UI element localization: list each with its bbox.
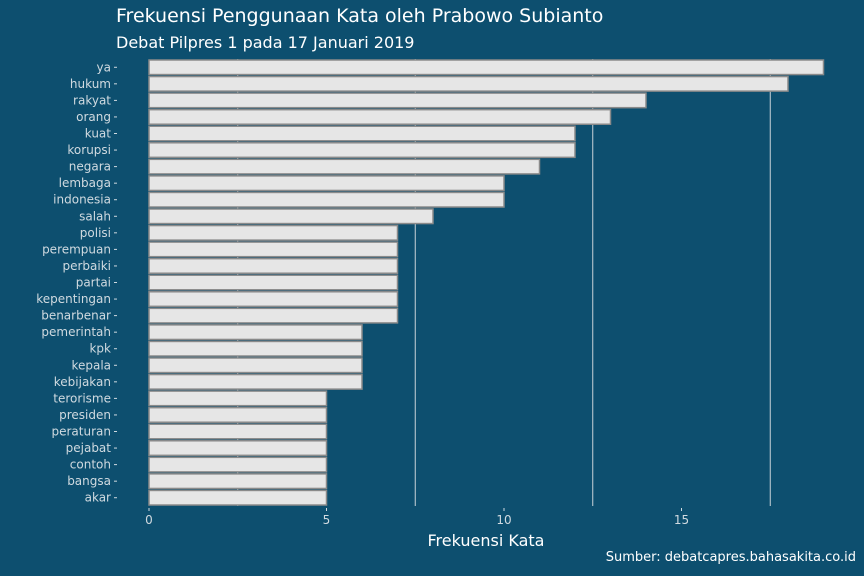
y-tick-label: partai — [76, 276, 111, 290]
x-tick-label: 0 — [145, 513, 153, 527]
bar — [148, 241, 399, 258]
y-tick-label: perbaiki — [62, 259, 111, 273]
y-tick-label: salah — [79, 209, 111, 223]
y-tick-label: kepala — [71, 358, 111, 372]
bar — [148, 440, 328, 457]
bar — [148, 406, 328, 423]
y-tick-label: terorisme — [53, 391, 111, 405]
x-axis-title: Frekuensi Kata — [428, 531, 545, 550]
y-tick-label: indonesia — [53, 193, 111, 207]
chart-title: Frekuensi Penggunaan Kata oleh Prabowo S… — [116, 5, 604, 27]
bar — [148, 191, 505, 208]
x-tick-label: 5 — [323, 513, 331, 527]
bar — [148, 473, 328, 490]
bar — [148, 340, 363, 357]
y-tick-label: kuat — [85, 127, 112, 141]
bar-layer — [148, 59, 825, 506]
bar — [148, 142, 576, 159]
bar — [148, 324, 363, 341]
bar — [148, 423, 328, 440]
y-tick-label: pemerintah — [41, 325, 111, 339]
y-tick-label: polisi — [80, 226, 111, 240]
bar — [148, 390, 328, 407]
y-tick-label: negara — [69, 160, 111, 174]
bar — [148, 125, 576, 142]
bar — [148, 257, 399, 274]
bar — [148, 456, 328, 473]
chart-subtitle: Debat Pilpres 1 pada 17 Januari 2019 — [116, 33, 415, 52]
y-tick-label: hukum — [70, 77, 111, 91]
bar — [148, 373, 363, 390]
y-tick-label: lembaga — [59, 176, 111, 190]
y-tick-label: orang — [76, 110, 111, 124]
source-caption: Sumber: debatcapres.bahasakita.co.id — [605, 550, 856, 565]
bar — [148, 274, 399, 291]
bar — [148, 92, 647, 109]
bar — [148, 307, 399, 324]
y-tick-label: perempuan — [42, 242, 111, 256]
y-axis: ya hukum rakyat orang kuat korupsi negara lemba… — [36, 60, 117, 505]
y-tick-label: bangsa — [67, 474, 111, 488]
y-tick-label: akar — [85, 491, 111, 505]
bar — [148, 224, 399, 241]
y-tick-label: ya — [97, 60, 111, 74]
bar — [148, 75, 789, 92]
y-tick-label: kebijakan — [54, 375, 111, 389]
y-tick-label: pejabat — [66, 441, 112, 455]
bar — [148, 208, 434, 225]
bar — [148, 291, 399, 308]
y-tick-label: benarbenar — [41, 309, 111, 323]
x-axis: 0 5 10 15 — [145, 508, 689, 527]
x-tick-label: 15 — [674, 513, 689, 527]
y-tick-label: presiden — [59, 408, 111, 422]
y-tick-label: kepentingan — [36, 292, 111, 306]
y-tick-label: contoh — [70, 458, 111, 472]
y-tick-label: kpk — [89, 342, 111, 356]
bar — [148, 108, 612, 125]
bar — [148, 59, 825, 76]
bar — [148, 158, 541, 175]
bar — [148, 357, 363, 374]
y-tick-label: korupsi — [67, 143, 111, 157]
bar — [148, 489, 328, 506]
x-tick-label: 10 — [496, 513, 511, 527]
bar — [148, 175, 505, 192]
y-tick-label: peraturan — [52, 425, 112, 439]
y-tick-label: rakyat — [73, 93, 111, 107]
